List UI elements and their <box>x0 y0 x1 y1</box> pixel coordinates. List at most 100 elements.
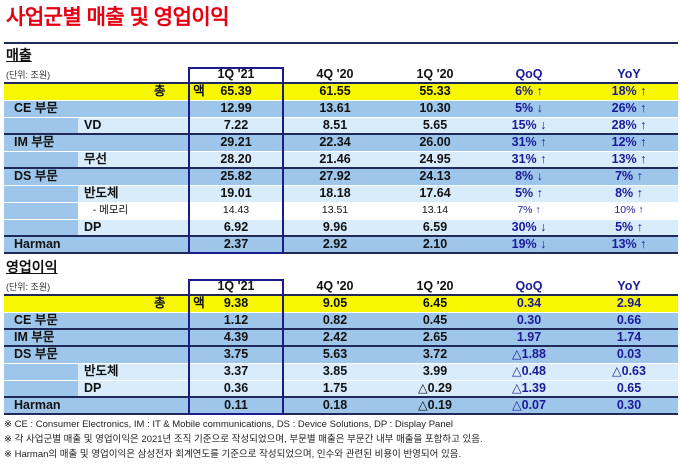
cell-value: 1.74 <box>616 330 642 344</box>
table-row: DP 6.92 9.96 6.59 30% ↓ 5% ↑ <box>4 220 678 237</box>
table-row: Harman 2.37 2.92 2.10 19% ↓ 13% ↑ <box>4 237 678 254</box>
cell-value: 5% ↑ <box>515 186 543 200</box>
row-label: VD <box>84 118 102 132</box>
row-label: 반도체 <box>84 364 119 378</box>
cell-value: 0.65 <box>616 381 642 395</box>
cell-value: 19.01 <box>220 186 252 200</box>
cell-value: 3.75 <box>223 347 249 361</box>
cell-value: 25.82 <box>220 169 252 183</box>
table-row: DS 부문 3.75 5.63 3.72 △1.88 0.03 <box>4 347 678 364</box>
profit-heading: 영업이익 <box>6 259 58 275</box>
cell-value: 13.14 <box>421 204 449 216</box>
row-label: 반도체 <box>84 186 119 200</box>
cell-value: 5.63 <box>322 347 348 361</box>
cell-value: 3.37 <box>223 364 249 378</box>
cell-value: 28% ↑ <box>611 118 647 132</box>
column-header: YoY <box>617 67 641 81</box>
cell-value: 5% ↑ <box>615 220 643 234</box>
table-row: Harman 0.11 0.18 △0.19 △0.07 0.30 <box>4 398 678 415</box>
row-label: 총 액 <box>154 84 205 98</box>
cell-value: △0.48 <box>512 364 546 378</box>
cell-value: 24.95 <box>419 152 451 166</box>
column-header: 1Q '20 <box>416 279 454 293</box>
unit-label: (단위: 조원) <box>6 70 51 80</box>
row-label: CE 부문 <box>14 101 58 115</box>
cell-value: 13.51 <box>321 204 349 216</box>
row-label: 무선 <box>84 152 108 166</box>
cell-value: 6.59 <box>422 220 448 234</box>
cell-value: △1.39 <box>512 381 546 395</box>
cell-value: 0.82 <box>322 313 348 327</box>
cell-value: 55.33 <box>419 84 451 98</box>
header-row: (단위: 조원) 1Q '21 4Q '20 1Q '20 QoQ YoY <box>4 279 678 296</box>
sales-heading: 매출 <box>6 47 32 63</box>
cell-value: 28.20 <box>220 152 252 166</box>
cell-value: 31% ↑ <box>511 135 547 149</box>
profit-table: (단위: 조원) 1Q '21 4Q '20 1Q '20 QoQ YoY 총 액 9.38 9… <box>4 279 678 415</box>
cell-value: 8.51 <box>322 118 348 132</box>
footnote: ※ CE : Consumer Electronics, IM : IT & M… <box>4 419 453 430</box>
cell-value: 8% ↓ <box>515 169 543 183</box>
cell-value: 26% ↑ <box>611 101 647 115</box>
cell-value: 18% ↑ <box>611 84 647 98</box>
cell-value: 12% ↑ <box>611 135 647 149</box>
cell-value: 30% ↓ <box>511 220 547 234</box>
cell-value: 5% ↓ <box>515 101 543 115</box>
cell-value: 31% ↑ <box>511 152 547 166</box>
cell-value: 3.99 <box>422 364 448 378</box>
cell-value: 18.18 <box>319 186 351 200</box>
cell-value: 65.39 <box>220 84 252 98</box>
cell-value: 1.75 <box>322 381 348 395</box>
cell-value: 61.55 <box>319 84 351 98</box>
cell-value: 1.12 <box>223 313 249 327</box>
cell-value: 2.94 <box>616 296 642 310</box>
table-row: VD 7.22 8.51 5.65 15% ↓ 28% ↑ <box>4 118 678 135</box>
table-row: DP 0.36 1.75 △0.29 △1.39 0.65 <box>4 381 678 398</box>
cell-value: 19% ↓ <box>511 237 547 251</box>
current-quarter-highlight <box>188 67 284 254</box>
cell-value: 27.92 <box>319 169 351 183</box>
page-title: 사업군별 매출 및 영업이익 <box>6 6 230 29</box>
column-header: QoQ <box>515 67 543 81</box>
table-row: - 메모리 14.43 13.51 13.14 7% ↑ 10% ↑ <box>4 203 678 220</box>
sales-table: (단위: 조원) 1Q '21 4Q '20 1Q '20 QoQ YoY 총 액 65.39… <box>4 67 678 254</box>
table-row: 무선 28.20 21.46 24.95 31% ↑ 13% ↑ <box>4 152 678 169</box>
row-label: IM 부문 <box>14 135 55 149</box>
table-row: 총 액 9.38 9.05 6.45 0.34 2.94 <box>4 296 678 313</box>
table-row: IM 부문 29.21 22.34 26.00 31% ↑ 12% ↑ <box>4 135 678 152</box>
cell-value: 15% ↓ <box>511 118 547 132</box>
cell-value: 17.64 <box>419 186 451 200</box>
cell-value: 0.30 <box>616 398 642 412</box>
cell-value: 0.45 <box>422 313 448 327</box>
footnote: ※ 각 사업군별 매출 및 영업이익은 2021년 조직 기준으로 작성되었으며… <box>4 434 483 445</box>
table-row: DS 부문 25.82 27.92 24.13 8% ↓ 7% ↑ <box>4 169 678 186</box>
cell-value: △0.63 <box>612 364 646 378</box>
row-label: IM 부문 <box>14 330 55 344</box>
cell-value: 1.97 <box>516 330 542 344</box>
table-row: CE 부문 12.99 13.61 10.30 5% ↓ 26% ↑ <box>4 101 678 118</box>
column-header: 1Q '20 <box>416 67 454 81</box>
row-label: DS 부문 <box>14 169 58 183</box>
cell-value: 14.43 <box>222 204 250 216</box>
table-row: 반도체 19.01 18.18 17.64 5% ↑ 8% ↑ <box>4 186 678 203</box>
cell-value: △0.07 <box>512 398 546 412</box>
cell-value: 2.37 <box>223 237 249 251</box>
cell-value: 6% ↑ <box>515 84 543 98</box>
unit-label: (단위: 조원) <box>6 282 51 292</box>
table-row: 반도체 3.37 3.85 3.99 △0.48 △0.63 <box>4 364 678 381</box>
row-label: Harman <box>14 237 61 251</box>
cell-value: 9.38 <box>223 296 249 310</box>
cell-value: 0.34 <box>516 296 542 310</box>
cell-value: 2.92 <box>322 237 348 251</box>
row-label: DP <box>84 381 102 395</box>
cell-value: 9.05 <box>322 296 348 310</box>
cell-value: 2.65 <box>422 330 448 344</box>
cell-value: 10.30 <box>419 101 451 115</box>
row-label: CE 부문 <box>14 313 58 327</box>
cell-value: 6.45 <box>422 296 448 310</box>
footnote: ※ Harman의 매출 및 영업이익은 삼성전자 회계연도를 기준으로 작성되… <box>4 449 462 460</box>
column-header: QoQ <box>515 279 543 293</box>
column-header: 1Q '21 <box>217 67 255 81</box>
column-header: 4Q '20 <box>316 279 354 293</box>
cell-value: 22.34 <box>319 135 351 149</box>
